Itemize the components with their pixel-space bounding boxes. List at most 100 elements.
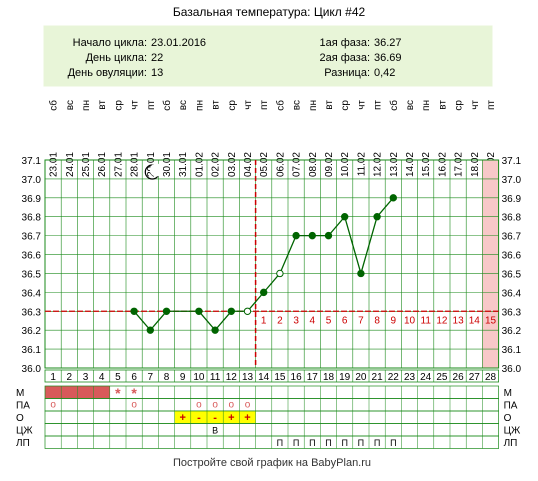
weekday-label: ср (227, 100, 238, 111)
date-label: 23.01 (49, 152, 60, 177)
stats-panel (43, 25, 493, 87)
weekday-label: пн (421, 100, 432, 111)
symptom-row-label-right: ЦЖ (504, 426, 521, 437)
cycle-day-number: 13 (242, 372, 254, 383)
date-label: 18.02 (470, 152, 481, 177)
cycle-day-number: 23 (404, 372, 416, 383)
y-tick-label-right: 36.8 (502, 213, 522, 224)
weekday-label: вт (324, 100, 335, 110)
circle-mark: o (50, 400, 56, 411)
y-tick-label-left: 37.0 (22, 175, 42, 186)
cycle-day-number: 19 (339, 372, 351, 383)
symptom-row-label-right: ПА (504, 401, 518, 412)
date-label: 07.02 (292, 152, 303, 177)
weekday-label: сб (48, 100, 60, 111)
test-mark: + (244, 412, 250, 424)
symptom-row-label-left: ЦЖ (16, 426, 33, 437)
phase2-counter-label: 8 (374, 315, 380, 326)
test-mark: - (213, 412, 217, 424)
text-mark: П (358, 438, 364, 448)
cycle-day-number: 6 (131, 372, 137, 383)
test-cell (190, 411, 207, 424)
weekday-label: ср (454, 100, 465, 111)
date-label: 27.01 (113, 152, 124, 177)
temperature-point (195, 307, 203, 315)
cycle-day-number: 27 (469, 372, 481, 383)
temperature-point (373, 213, 381, 221)
weekday-label: пт (259, 100, 270, 110)
y-tick-label-left: 36.1 (22, 345, 42, 356)
moon-cut (149, 163, 163, 177)
temperature-point (130, 307, 138, 315)
period-cell (77, 386, 94, 399)
cycle-day-number: 28 (485, 372, 497, 383)
weekday-label: чт (243, 100, 254, 110)
y-tick-label-left: 36.2 (22, 326, 42, 337)
test-mark: - (197, 412, 201, 424)
period-cell (93, 386, 110, 399)
ovulation-day-label: День овуляции: (68, 67, 147, 79)
stats-left: Начало цикла: 23.01.2016 День цикла: 22 … (68, 37, 207, 79)
cycle-day-number: 20 (355, 372, 367, 383)
cycle-day-number: 5 (115, 372, 121, 383)
phase2-counter-label: 12 (436, 315, 448, 326)
phase2-counter-label: 3 (293, 315, 299, 326)
test-cell (223, 411, 240, 424)
temperature-point (243, 307, 252, 315)
date-label: 25.01 (81, 152, 92, 177)
date-label: 08.02 (308, 152, 319, 177)
text-mark: П (325, 438, 331, 448)
cycle-day-number: 16 (291, 372, 303, 383)
phase2-counter-label: 5 (326, 315, 332, 326)
cycle-day-number: 18 (323, 372, 335, 383)
cycle-day-number: 25 (436, 372, 448, 383)
y-tick-label-left: 36.4 (22, 288, 42, 299)
plot-grid (44, 159, 500, 369)
moon-icon (144, 163, 163, 180)
phase2-day-counter: 1 2 3 4 5 6 7 8 9 10 11 12 13 14 15 (261, 315, 497, 326)
star-mark: * (131, 385, 137, 401)
test-mark: + (228, 412, 234, 424)
symptom-row-label-right: ЛП (504, 438, 518, 449)
date-label: 04.02 (243, 152, 254, 177)
ovulation-day-value: 13 (151, 67, 163, 79)
y-tick-label-right: 36.2 (502, 326, 522, 337)
cycle-day-number: 26 (453, 372, 465, 383)
cycle-day-number: 24 (420, 372, 432, 383)
circle-mark: o (212, 400, 218, 411)
date-label: 09.02 (324, 152, 335, 177)
text-mark: П (341, 438, 347, 448)
phase2-counter-label: 13 (453, 315, 465, 326)
weekday-label: вс (178, 100, 189, 110)
weekday-label: пт (486, 100, 497, 110)
y-tick-label-left: 36.3 (22, 307, 42, 318)
phase2-counter-label: 6 (342, 315, 348, 326)
cycle-day-number: 15 (274, 372, 286, 383)
period-cell (61, 386, 78, 399)
weekday-label: пн (81, 100, 92, 111)
date-label: 06.02 (275, 152, 286, 177)
weekday-label: вс (292, 100, 303, 110)
date-label: 16.02 (437, 152, 448, 177)
circle-mark: o (245, 400, 251, 411)
weekday-label: чт (130, 100, 141, 110)
stats-right: 1ая фаза: 36.27 2ая фаза: 36.69 Разница:… (319, 37, 401, 79)
weekday-label: пт (373, 100, 384, 110)
symptom-row-label-left: ЛП (16, 438, 30, 449)
date-label: 11.02 (356, 152, 367, 177)
symptom-row-label-right: О (504, 413, 512, 424)
circle-mark: o (196, 400, 202, 411)
cycle-day-number: 1 (50, 372, 56, 383)
y-tick-label-right: 36.0 (502, 364, 522, 375)
temperature-point (308, 231, 316, 240)
y-tick-label-right: 36.7 (502, 232, 522, 243)
temperature-point (146, 326, 155, 334)
phase2-counter-label: 1 (261, 315, 267, 326)
date-axis: сб 23.01 вс 24.01 пн 25.01 вт 26.01 ср 27.01 чт 28.… (48, 100, 497, 177)
cycle-day-value: 22 (151, 52, 163, 64)
difference-label: Разница: (324, 67, 370, 79)
circle-mark: o (229, 400, 235, 411)
cycle-day-number: 12 (226, 372, 238, 383)
